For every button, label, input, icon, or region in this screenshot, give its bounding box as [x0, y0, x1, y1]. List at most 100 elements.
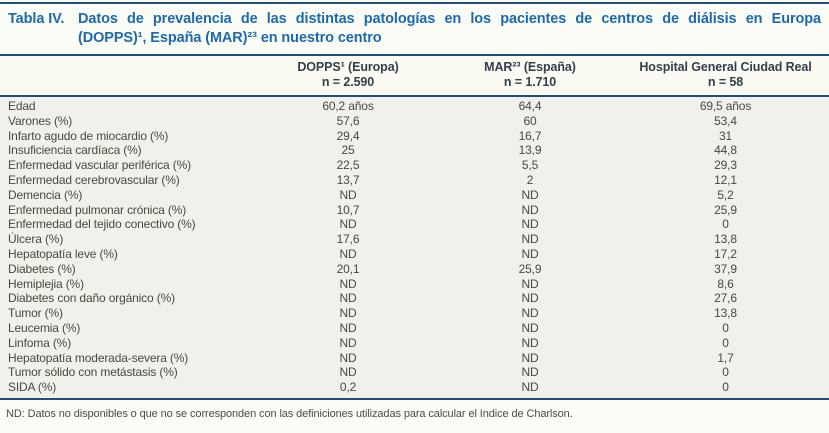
- table-row: Insuficiencia cardíaca (%) 25 13,9 44,8: [0, 143, 829, 158]
- row-value-dopps: ND: [339, 320, 357, 335]
- row-value-mar: ND: [521, 232, 539, 247]
- table-row: Infarto agudo de miocardio (%) 29,4 16,7 31: [0, 129, 829, 144]
- row-value-dopps: ND: [339, 187, 357, 202]
- row-value-hospital: 44,8: [714, 143, 737, 158]
- column-header-hospital-n: n = 58: [707, 75, 744, 89]
- row-value-mar: ND: [521, 246, 539, 261]
- table-body: Edad 60,2 años 64,4 69,5 años Varones (%) 57,…: [0, 97, 829, 398]
- row-value-mar: 16,7: [518, 128, 542, 143]
- row-value-mar: ND: [521, 217, 539, 232]
- table-footnote: ND: Datos no disponibles o que no se cor…: [6, 407, 573, 420]
- row-value-mar: ND: [521, 291, 539, 306]
- table-row: Diabetes (%) 20,1 25,9 37,9: [0, 262, 829, 277]
- row-value-mar: 2: [526, 172, 534, 187]
- row-label: Enfermedad cerebrovascular (%): [8, 172, 180, 187]
- table-header-row: DOPPS¹ (Europa) n = 2.590 MAR²³ (España)…: [0, 56, 829, 95]
- row-value-dopps: 29,4: [336, 128, 360, 143]
- row-label: Enfermedad del tejido conectivo (%): [8, 217, 196, 232]
- row-value-hospital: 69,5 años: [699, 99, 752, 113]
- row-value-mar: ND: [521, 350, 539, 365]
- row-label: Hemiplejia (%): [8, 276, 84, 291]
- row-value-hospital: 29,3: [714, 158, 737, 173]
- table-row: Varones (%) 57,6 60 53,4: [0, 114, 829, 129]
- column-header-mar: MAR²³ (España) n = 1.710: [438, 60, 622, 90]
- row-value-hospital: 0: [722, 217, 729, 232]
- row-value-hospital: 27,6: [714, 291, 737, 306]
- column-header-dopps-n: n = 2.590: [321, 75, 375, 89]
- row-label: Hepatopatía leve (%): [8, 246, 118, 261]
- row-label: Leucemia (%): [8, 320, 81, 335]
- row-value-hospital: 0: [722, 335, 729, 350]
- table-row: Enfermedad del tejido conectivo (%) ND ND 0: [0, 217, 829, 232]
- row-value-mar: ND: [521, 276, 539, 291]
- header-divider-rule: [0, 95, 829, 97]
- row-label: Úlcera (%): [8, 232, 64, 247]
- row-label: Demencia (%): [8, 187, 83, 202]
- row-value-hospital: 25,9: [714, 202, 737, 217]
- row-value-mar: 64,4: [518, 99, 542, 113]
- row-value-hospital: 0: [722, 365, 729, 380]
- row-value-hospital: 0: [722, 320, 729, 335]
- row-value-dopps: ND: [339, 276, 357, 291]
- row-value-dopps: 57,6: [336, 113, 360, 128]
- row-value-hospital: 1,7: [717, 350, 734, 365]
- row-value-mar: ND: [521, 380, 539, 395]
- row-label: Hepatopatía moderada-severa (%): [8, 350, 189, 365]
- table-row: Úlcera (%) 17,6 ND 13,8: [0, 232, 829, 247]
- row-value-hospital: 13,8: [714, 232, 737, 247]
- row-value-mar: ND: [521, 202, 539, 217]
- row-value-hospital: 17,2: [714, 246, 737, 261]
- table-row: Enfermedad vascular periférica (%) 22,5 5,…: [0, 158, 829, 173]
- column-header-empty: [0, 60, 258, 90]
- row-value-mar: ND: [521, 365, 539, 380]
- table-row: Enfermedad pulmonar crónica (%) 10,7 ND 25,…: [0, 203, 829, 218]
- row-value-mar: 60: [523, 113, 537, 128]
- row-value-hospital: 13,8: [714, 306, 737, 321]
- row-value-hospital: 53,4: [714, 113, 737, 128]
- row-value-hospital: 12,1: [714, 172, 737, 187]
- row-label: Varones (%): [8, 113, 73, 128]
- row-value-dopps: 17,6: [336, 232, 360, 247]
- row-value-dopps: 10,7: [336, 202, 360, 217]
- row-value-hospital: 31: [718, 128, 733, 143]
- column-header-hospital: Hospital General Ciudad Real n = 58: [622, 60, 829, 90]
- row-label: Linfoma (%): [8, 335, 72, 350]
- row-value-mar: ND: [521, 187, 539, 202]
- title-divider-rule: [0, 54, 829, 56]
- row-value-mar: 25,9: [518, 261, 542, 276]
- column-header-dopps-name: DOPPS¹ (Europa): [297, 60, 399, 74]
- table-row: Enfermedad cerebrovascular (%) 13,7 2 12,1: [0, 173, 829, 188]
- table-row: Demencia (%) ND ND 5,2: [0, 188, 829, 203]
- row-value-dopps: ND: [339, 306, 357, 321]
- table-row: Hepatopatía leve (%) ND ND 17,2: [0, 247, 829, 262]
- row-label: Insuficiencia cardíaca (%): [8, 143, 142, 158]
- row-label: Tumor (%): [8, 306, 63, 321]
- table-row: Linfoma (%) ND ND 0: [0, 336, 829, 351]
- row-value-mar: ND: [521, 335, 539, 350]
- column-header-mar-name: MAR²³ (España): [484, 60, 576, 74]
- row-value-dopps: 20,1: [336, 261, 360, 276]
- row-value-dopps: 22,5: [336, 158, 360, 173]
- row-value-hospital: 8,6: [717, 276, 734, 291]
- row-value-dopps: ND: [339, 365, 357, 380]
- row-value-dopps: 60,2 años: [322, 99, 374, 113]
- table-row: Diabetes con daño orgánico (%) ND ND 27,6: [0, 291, 829, 306]
- column-header-mar-n: n = 1.710: [503, 75, 557, 89]
- row-value-dopps: ND: [339, 217, 357, 232]
- table-row: Tumor sólido con metástasis (%) ND ND 0: [0, 365, 829, 380]
- table-title: Tabla IV. Datos de prevalencia de las di…: [0, 4, 829, 54]
- row-label: Tumor sólido con metástasis (%): [8, 365, 178, 380]
- row-label: SIDA (%): [8, 380, 57, 395]
- row-label: Enfermedad pulmonar crónica (%): [8, 202, 187, 217]
- row-value-dopps: ND: [339, 335, 357, 350]
- column-header-hospital-name: Hospital General Ciudad Real: [639, 60, 812, 74]
- column-header-dopps: DOPPS¹ (Europa) n = 2.590: [258, 60, 438, 90]
- table-row: Hepatopatía moderada-severa (%) ND ND 1,7: [0, 351, 829, 366]
- footer-divider-rule: [0, 397, 829, 400]
- row-value-dopps: ND: [339, 291, 357, 306]
- table-row: Hemiplejia (%) ND ND 8,6: [0, 277, 829, 292]
- table-row: SIDA (%) 0,2 ND 0: [0, 380, 829, 395]
- table-row: Tumor (%) ND ND 13,8: [0, 306, 829, 321]
- table-title-line2: (DOPPS)¹, España (MAR)²³ en nuestro cent…: [78, 30, 382, 46]
